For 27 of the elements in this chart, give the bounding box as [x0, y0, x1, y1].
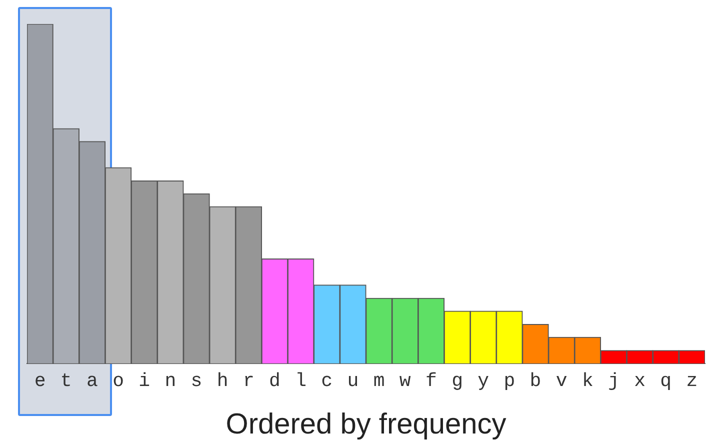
x-tick-label: c — [321, 370, 333, 392]
x-tick-label: f — [425, 370, 437, 392]
x-tick-label: e — [34, 370, 46, 392]
x-tick-label: s — [190, 370, 202, 392]
x-tick-label: v — [556, 370, 568, 392]
x-tick-label: a — [86, 370, 98, 392]
x-tick-label: u — [347, 370, 359, 392]
x-tick-label: n — [164, 370, 176, 392]
x-tick-label: t — [60, 370, 72, 392]
x-tick-label: z — [686, 370, 698, 392]
x-tick-label: m — [373, 370, 385, 392]
x-tick-label: b — [530, 370, 542, 392]
x-tick-label: x — [634, 370, 646, 392]
x-tick-label: j — [608, 370, 620, 392]
x-tick-label: y — [478, 370, 490, 392]
x-tick-label: q — [660, 370, 672, 392]
x-tick-label: i — [138, 370, 150, 392]
x-tick-label: o — [112, 370, 124, 392]
x-axis-title: Ordered by frequency — [226, 408, 507, 441]
x-tick-label: r — [242, 370, 254, 392]
x-tick-label: l — [295, 370, 307, 392]
x-tick-label: w — [399, 370, 412, 392]
x-tick-label: d — [269, 370, 280, 392]
x-tick-label: k — [582, 370, 594, 392]
x-tick-label: p — [504, 370, 516, 392]
x-tick-label: g — [452, 370, 463, 392]
x-tick-label: h — [216, 370, 228, 392]
